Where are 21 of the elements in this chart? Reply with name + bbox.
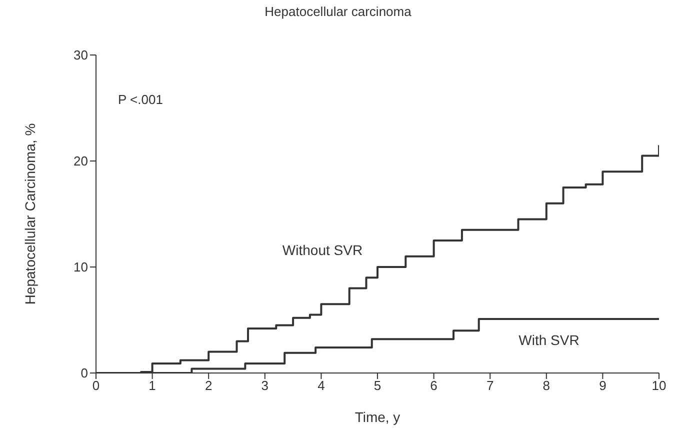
x-tick-label: 2 [204, 378, 212, 394]
series-label: With SVR [518, 332, 580, 348]
y-tick-label: 30 [74, 48, 88, 63]
x-tick-label: 8 [542, 378, 550, 394]
y-tick-label: 20 [74, 154, 88, 169]
x-tick-label: 4 [318, 378, 325, 394]
chart-title: Hepatocellular carcinoma [264, 4, 412, 19]
x-tick-label: 5 [374, 378, 382, 394]
x-tick-label: 0 [92, 378, 100, 394]
x-tick-label: 1 [148, 378, 156, 394]
y-axis-title: Hepatocellular Carcinoma, % [22, 123, 38, 305]
x-tick-label: 9 [599, 378, 606, 394]
x-tick-label: 7 [486, 378, 494, 394]
series-label: Without SVR [282, 242, 363, 258]
x-tick-label: 3 [261, 378, 269, 394]
y-tick-label: 0 [80, 366, 88, 381]
x-axis-title: Time, y [354, 409, 400, 425]
annotation: P <.001 [118, 92, 163, 107]
y-tick-label: 10 [74, 260, 88, 275]
x-tick-label: 10 [652, 378, 666, 394]
x-tick-label: 6 [430, 378, 438, 394]
